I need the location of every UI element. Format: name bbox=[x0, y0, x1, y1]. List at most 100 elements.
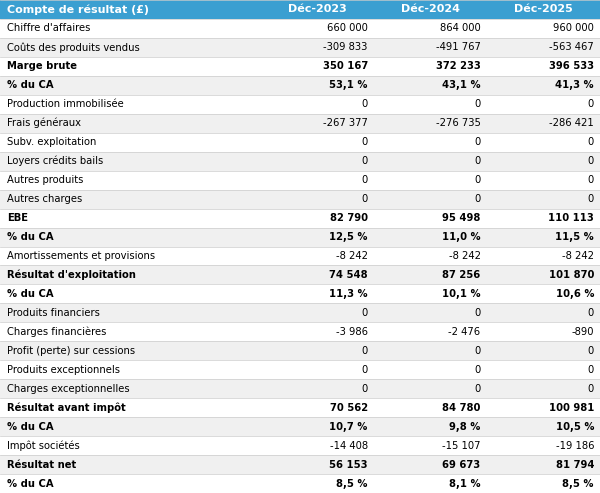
Text: -3 986: -3 986 bbox=[336, 327, 368, 337]
Text: -276 735: -276 735 bbox=[436, 118, 481, 128]
Text: -8 242: -8 242 bbox=[336, 251, 368, 261]
Bar bbox=[0, 19, 261, 38]
Bar bbox=[0, 341, 261, 360]
Bar bbox=[487, 265, 600, 284]
Bar bbox=[374, 95, 487, 114]
Text: 12,5 %: 12,5 % bbox=[329, 232, 368, 242]
Bar bbox=[261, 436, 374, 455]
Bar bbox=[374, 379, 487, 398]
Bar bbox=[374, 341, 487, 360]
Text: 0: 0 bbox=[362, 365, 368, 375]
Text: 0: 0 bbox=[362, 194, 368, 204]
Bar bbox=[487, 341, 600, 360]
Text: 396 533: 396 533 bbox=[549, 61, 594, 71]
Text: Amortissements et provisions: Amortissements et provisions bbox=[7, 251, 155, 261]
Text: 0: 0 bbox=[475, 175, 481, 185]
Bar bbox=[261, 190, 374, 209]
Bar bbox=[261, 360, 374, 379]
Bar bbox=[487, 303, 600, 322]
Text: 8,5 %: 8,5 % bbox=[337, 479, 368, 489]
Text: Production immobilisée: Production immobilisée bbox=[7, 99, 124, 109]
Bar bbox=[0, 76, 261, 95]
Text: % du CA: % du CA bbox=[7, 289, 54, 299]
Bar bbox=[487, 114, 600, 133]
Bar bbox=[374, 398, 487, 417]
Bar bbox=[261, 417, 374, 436]
Bar bbox=[374, 360, 487, 379]
Bar bbox=[261, 209, 374, 228]
Text: 0: 0 bbox=[588, 156, 594, 166]
Bar bbox=[261, 379, 374, 398]
Text: Subv. exploitation: Subv. exploitation bbox=[7, 137, 97, 147]
Bar bbox=[374, 38, 487, 57]
Bar bbox=[261, 114, 374, 133]
Text: % du CA: % du CA bbox=[7, 479, 54, 489]
Bar bbox=[261, 152, 374, 171]
Text: 0: 0 bbox=[588, 365, 594, 375]
Bar bbox=[261, 303, 374, 322]
Bar bbox=[374, 284, 487, 303]
Text: 0: 0 bbox=[475, 384, 481, 394]
Bar bbox=[374, 322, 487, 341]
Text: Déc-2023: Déc-2023 bbox=[288, 4, 347, 14]
Bar bbox=[261, 57, 374, 76]
Text: Déc-2024: Déc-2024 bbox=[401, 4, 460, 14]
Bar bbox=[261, 133, 374, 152]
Bar bbox=[261, 322, 374, 341]
Text: Charges exceptionnelles: Charges exceptionnelles bbox=[7, 384, 130, 394]
Text: 10,7 %: 10,7 % bbox=[329, 422, 368, 432]
Text: 82 790: 82 790 bbox=[330, 213, 368, 223]
Bar bbox=[374, 246, 487, 265]
Bar bbox=[261, 171, 374, 190]
Bar bbox=[374, 76, 487, 95]
Text: 660 000: 660 000 bbox=[327, 24, 368, 34]
Bar bbox=[487, 474, 600, 493]
Bar bbox=[0, 246, 261, 265]
Bar bbox=[261, 474, 374, 493]
Text: Marge brute: Marge brute bbox=[7, 61, 77, 71]
Bar bbox=[487, 360, 600, 379]
Text: Chiffre d'affaires: Chiffre d'affaires bbox=[7, 24, 91, 34]
Text: 11,3 %: 11,3 % bbox=[329, 289, 368, 299]
Text: -267 377: -267 377 bbox=[323, 118, 368, 128]
Text: -19 186: -19 186 bbox=[556, 441, 594, 451]
Text: 0: 0 bbox=[475, 99, 481, 109]
Text: 10,1 %: 10,1 % bbox=[442, 289, 481, 299]
Bar bbox=[261, 76, 374, 95]
Bar bbox=[0, 171, 261, 190]
Text: 100 981: 100 981 bbox=[548, 403, 594, 413]
Text: 41,3 %: 41,3 % bbox=[556, 80, 594, 90]
Bar bbox=[374, 436, 487, 455]
Bar bbox=[487, 455, 600, 474]
Text: 69 673: 69 673 bbox=[442, 459, 481, 469]
Bar bbox=[261, 228, 374, 246]
Bar bbox=[0, 284, 261, 303]
Bar bbox=[0, 322, 261, 341]
Bar bbox=[487, 417, 600, 436]
Text: 95 498: 95 498 bbox=[442, 213, 481, 223]
Text: 0: 0 bbox=[475, 194, 481, 204]
Text: 10,6 %: 10,6 % bbox=[556, 289, 594, 299]
Bar bbox=[0, 265, 261, 284]
Text: -890: -890 bbox=[571, 327, 594, 337]
Bar bbox=[487, 379, 600, 398]
Bar bbox=[0, 303, 261, 322]
Bar bbox=[0, 398, 261, 417]
Bar bbox=[487, 246, 600, 265]
Text: 0: 0 bbox=[588, 308, 594, 318]
Bar bbox=[374, 265, 487, 284]
Text: 43,1 %: 43,1 % bbox=[442, 80, 481, 90]
Text: 0: 0 bbox=[588, 384, 594, 394]
Text: 0: 0 bbox=[475, 156, 481, 166]
Text: 81 794: 81 794 bbox=[556, 459, 594, 469]
Bar bbox=[0, 360, 261, 379]
Text: % du CA: % du CA bbox=[7, 232, 54, 242]
Text: Compte de résultat (£): Compte de résultat (£) bbox=[7, 4, 149, 15]
Text: 0: 0 bbox=[588, 99, 594, 109]
Text: Charges financières: Charges financières bbox=[7, 326, 107, 337]
Bar bbox=[487, 171, 600, 190]
Text: -14 408: -14 408 bbox=[329, 441, 368, 451]
Text: 87 256: 87 256 bbox=[442, 270, 481, 280]
Bar bbox=[0, 190, 261, 209]
Bar bbox=[0, 455, 261, 474]
